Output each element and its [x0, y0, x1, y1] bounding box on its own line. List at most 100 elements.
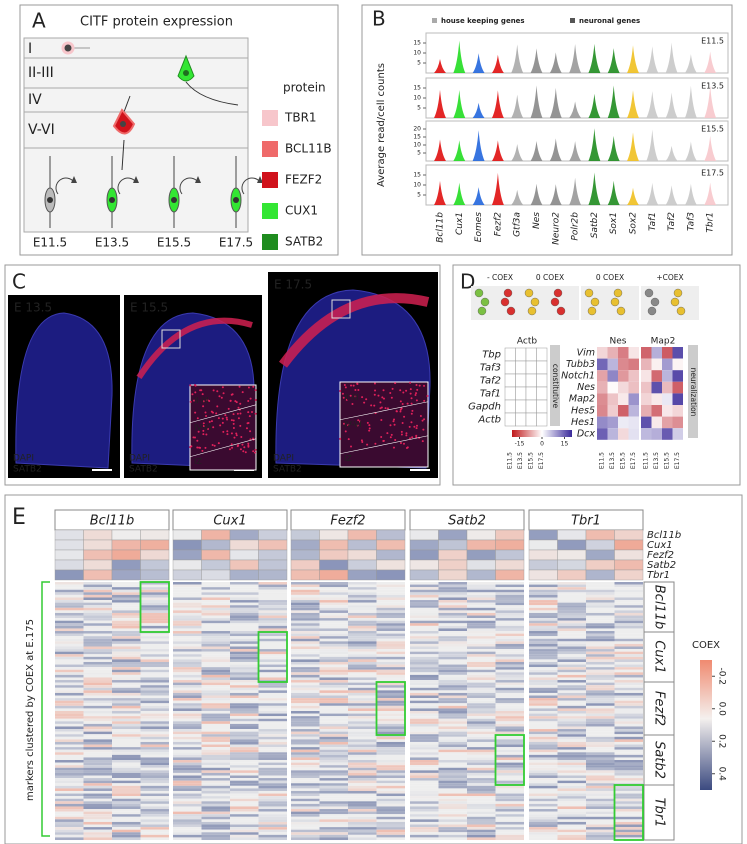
- heatmap-cell: [376, 788, 405, 791]
- heatmap-cell: [55, 592, 84, 595]
- heatmap-cell: [291, 674, 320, 678]
- inset: [189, 384, 257, 471]
- heatmap-cell: [495, 615, 524, 619]
- nucleus-dot: [422, 428, 425, 431]
- heatmap-cell: [83, 569, 113, 581]
- heatmap-cell: [586, 749, 615, 753]
- heatmap-cell: [410, 638, 439, 642]
- heatmap-cell: [528, 539, 558, 551]
- heatmap-cell: [258, 659, 287, 662]
- gene-label: Vim: [577, 347, 595, 358]
- heatmap-cell: [614, 549, 644, 561]
- brain-section: [15, 312, 113, 469]
- heatmap-cell: [258, 664, 287, 668]
- heatmap-cell: [528, 569, 558, 581]
- heatmap-cell: [586, 772, 615, 776]
- heatmap-cell: [614, 798, 643, 802]
- heatmap-cell: [376, 633, 405, 637]
- heatmap-cell: [529, 711, 558, 714]
- nucleus-dot: [409, 381, 412, 384]
- heatmap-cell: [585, 569, 615, 581]
- heatmap-cell: [112, 829, 141, 833]
- heatmap-cell: [410, 695, 439, 699]
- heatmap-cell: [112, 705, 141, 709]
- heatmap-cell: [140, 834, 169, 838]
- heatmap-cell: [529, 809, 558, 812]
- violin: [472, 130, 485, 161]
- heatmap-cell: [410, 793, 439, 797]
- heatmap-cell: [173, 809, 202, 812]
- heatmap-cell: [348, 703, 377, 706]
- heatmap-cell: [112, 692, 141, 696]
- heatmap-cell: [173, 605, 202, 608]
- heatmap-cell: [438, 713, 467, 717]
- nucleus-dot: [410, 412, 413, 415]
- heatmap-cell: [467, 837, 496, 841]
- heatmap-cell: [529, 654, 558, 657]
- heatmap-cell: [140, 651, 169, 655]
- heatmap-cell: [586, 747, 615, 750]
- nucleus-dot: [193, 436, 196, 439]
- heatmap-cell: [291, 633, 320, 637]
- heatmap-cell: [258, 597, 287, 601]
- heatmap-cell: [201, 680, 230, 683]
- heatmap-cell: [467, 700, 496, 704]
- heatmap-cell: [83, 700, 112, 704]
- heatmap-cell: [641, 428, 652, 440]
- heatmap-cell: [201, 664, 230, 668]
- heatmap-cell: [467, 703, 496, 706]
- heatmap-cell: [319, 703, 348, 706]
- heatmap-cell: [258, 690, 287, 693]
- heatmap-cell: [529, 625, 558, 629]
- heatmap-cell: [83, 615, 112, 619]
- heatmap-cell: [291, 623, 320, 626]
- colorbar-tick-label: 0.2: [717, 734, 727, 748]
- heatmap-cell: [112, 600, 141, 603]
- heatmap-cell: [376, 656, 405, 660]
- heatmap-cell: [319, 584, 348, 588]
- cycle-arrow: [117, 177, 137, 195]
- row-gene: Tbr1: [647, 570, 670, 581]
- heatmap-cell: [258, 829, 287, 833]
- heatmap-cell: [291, 829, 320, 833]
- heatmap-cell: [291, 700, 320, 704]
- heatmap-cell: [529, 729, 558, 732]
- nucleus-dot: [202, 405, 205, 408]
- heatmap-cell: [376, 718, 405, 722]
- heatmap-cell: [495, 765, 524, 768]
- heatmap-cell: [258, 698, 287, 701]
- heatmap-cell: [112, 654, 141, 657]
- heatmap-cell: [614, 744, 643, 748]
- heatmap-cell: [291, 741, 320, 745]
- heatmap-cell: [557, 832, 586, 835]
- nucleus-dot: [239, 412, 242, 415]
- heatmap-cell: [529, 623, 558, 626]
- nucleus-dot: [382, 389, 385, 392]
- heatmap-cell: [112, 803, 141, 807]
- heatmap-cell: [348, 584, 377, 588]
- heatmap-cell: [230, 708, 259, 712]
- heatmap-cell: [557, 672, 586, 675]
- heatmap-cell: [83, 656, 112, 660]
- heatmap-cell: [112, 703, 141, 706]
- heatmap-cell: [348, 809, 377, 812]
- heatmap-cell: [55, 819, 84, 822]
- heatmap-cell: [201, 690, 230, 693]
- heatmap-cell: [140, 718, 169, 722]
- heatmap-cell: [319, 716, 348, 719]
- violin: [646, 91, 659, 118]
- roi-box: [331, 299, 351, 319]
- heatmap-cell: [258, 641, 287, 644]
- heatmap-cell: [258, 700, 287, 704]
- heatmap-cell: [557, 767, 586, 771]
- heatmap-cell: [173, 687, 202, 691]
- heatmap-cell: [410, 767, 439, 771]
- heatmap-cell: [614, 631, 643, 634]
- y-tick-label: 5: [417, 192, 421, 199]
- nucleus-dot: [382, 439, 385, 442]
- heatmap-title: Actb: [517, 337, 537, 347]
- heatmap-cell: [83, 618, 112, 621]
- heatmap-cell: [112, 734, 141, 737]
- heatmap-cell: [258, 749, 287, 753]
- heatmap-cell: [557, 798, 586, 802]
